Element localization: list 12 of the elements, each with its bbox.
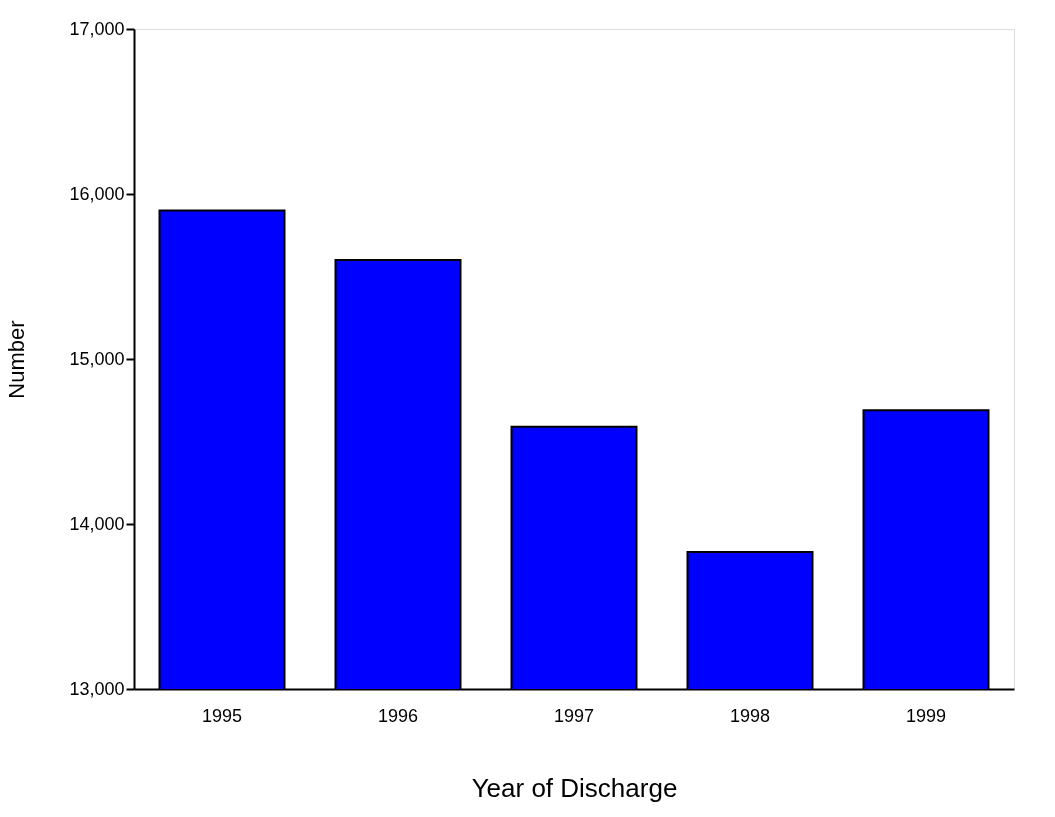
y-tick-label: 15,000: [69, 348, 125, 369]
x-tick-label: 1999: [905, 705, 947, 726]
y-tick-label: 17,000: [69, 18, 125, 39]
y-tick-label: 16,000: [69, 183, 125, 204]
y-axis-title: Number: [4, 320, 30, 399]
y-tick-label: 13,000: [69, 678, 125, 699]
x-axis-title: Year of Discharge: [471, 772, 678, 803]
y-tick-label: 14,000: [69, 513, 125, 534]
x-tick-label: 1996: [377, 705, 419, 726]
x-tick-label: 1995: [201, 705, 243, 726]
x-tick-label: 1997: [553, 705, 595, 726]
x-tick-label: 1998: [729, 705, 771, 726]
